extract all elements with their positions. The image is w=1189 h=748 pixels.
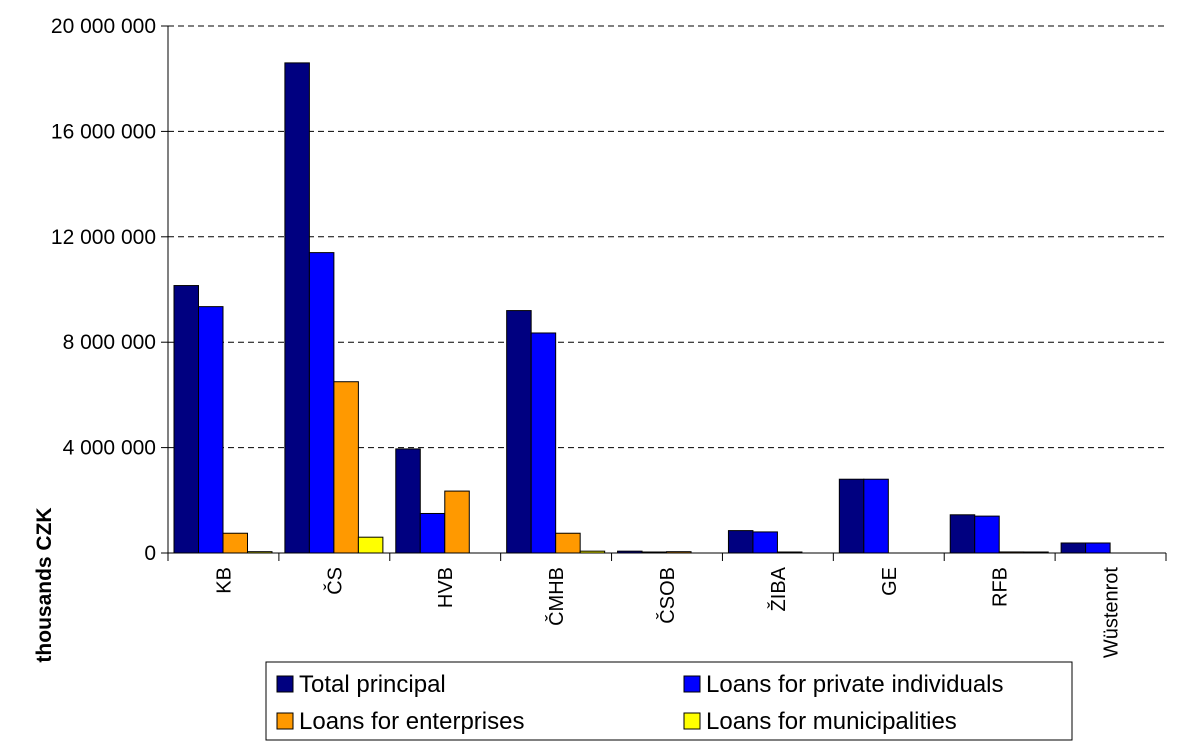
bar-total-principal-kb <box>173 285 199 554</box>
y-tick-label: 4 000 000 <box>63 437 156 460</box>
gridlines <box>168 25 1166 449</box>
y-tick-label: 12 000 000 <box>51 226 156 249</box>
bar-loans-for-private-individuals-rfb <box>974 515 1000 554</box>
bar-total-principal-ge <box>838 478 865 554</box>
bar-loans-for-private-individuals-cs <box>308 252 335 554</box>
bar-loans-for-private-individuals-wustenrot <box>1085 542 1111 554</box>
bar-loans-for-private-individuals-cmhb <box>530 332 557 554</box>
legend-swatch-loans-for-private-individuals <box>683 675 701 693</box>
y-tick-labels: 0 4 000 000 8 000 000 12 000 000 16 000 000 2… <box>51 15 156 565</box>
y-tick-label: 16 000 000 <box>51 120 156 143</box>
x-tick-labels: KB ČS HVB ČMHB ČSOB ŽIBA GE RFB Wüstenrot <box>213 566 1122 658</box>
bar-loans-for-private-individuals-ge <box>863 478 889 554</box>
legend-label-loans-for-enterprises: Loans for enterprises <box>299 708 524 735</box>
bar-loans-for-enterprises-kb <box>222 532 248 554</box>
y-tick-label: 20 000 000 <box>51 15 156 38</box>
x-tick-label-cmhb: ČMHB <box>545 567 568 626</box>
bar-loans-for-private-individuals-hvb <box>419 512 446 554</box>
legend-label-loans-for-private-individuals: Loans for private individuals <box>706 671 1004 698</box>
y-tick-label: 0 <box>144 542 156 565</box>
x-tick-label-cs: ČS <box>323 567 346 595</box>
bar-total-principal-cs <box>284 62 310 554</box>
bar-loans-for-municipalities-cs <box>357 536 384 554</box>
bar-loans-for-private-individuals-kb <box>198 306 224 554</box>
bar-total-principal-hvb <box>395 448 421 554</box>
legend-swatch-total-principal <box>276 675 294 693</box>
bar-loans-for-enterprises-cmhb <box>555 532 581 554</box>
bar-total-principal-cmhb <box>506 310 532 554</box>
bar-total-principal-rfb <box>949 514 976 554</box>
bar-total-principal-ziba <box>727 530 754 554</box>
y-axis-label: thousands CZK <box>33 507 56 662</box>
bars <box>173 62 1111 554</box>
axes <box>161 25 1167 561</box>
legend-box <box>265 661 1073 741</box>
legend: Total principal Loans for private individ… <box>265 661 1073 741</box>
bar-loans-for-enterprises-cs <box>333 381 359 554</box>
legend-swatch-loans-for-municipalities <box>683 712 701 730</box>
legend-label-total-principal: Total principal <box>299 671 446 698</box>
x-tick-label-ge: GE <box>879 567 901 596</box>
bar-loans-for-enterprises-hvb <box>444 490 470 554</box>
y-tick-label: 8 000 000 <box>63 331 156 354</box>
legend-label-loans-for-municipalities: Loans for municipalities <box>706 708 957 735</box>
legend-swatch-loans-for-enterprises <box>276 712 294 730</box>
bar-loans-for-private-individuals-ziba <box>752 531 778 554</box>
x-tick-label-ziba: ŽIBA <box>767 566 790 611</box>
x-tick-label-hvb: HVB <box>435 567 457 608</box>
x-tick-label-rfb: RFB <box>990 567 1012 607</box>
bar-total-principal-wustenrot <box>1060 542 1087 554</box>
x-tick-label-wustenrot: Wüstenrot <box>1101 567 1123 659</box>
x-tick-label-csob: ČSOB <box>656 567 679 624</box>
x-tick-label-kb: KB <box>213 567 235 594</box>
